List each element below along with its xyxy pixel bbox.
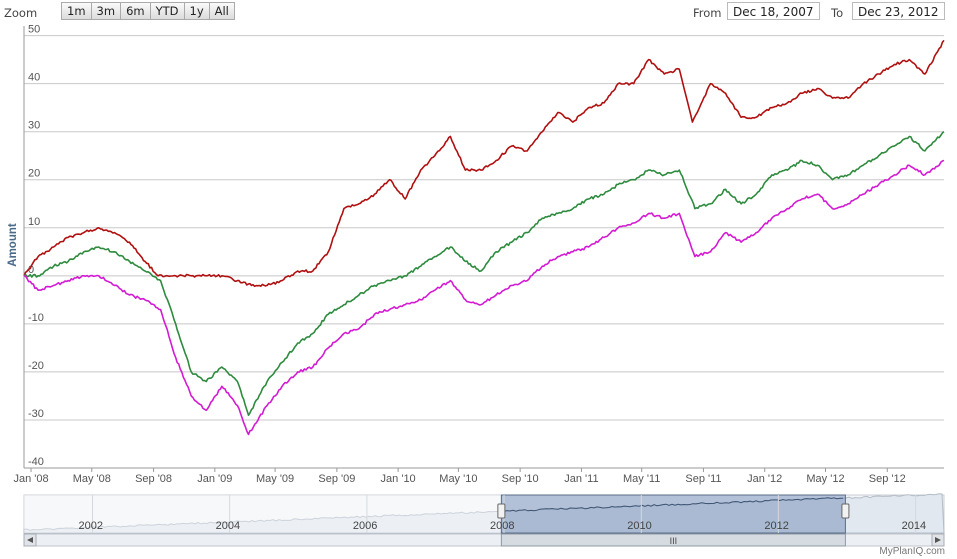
x-tick-label: Sep '12 [869, 473, 906, 485]
chevron-left-icon [27, 537, 33, 543]
series-line-0 [23, 39, 945, 288]
x-tick-label: Jan '10 [381, 473, 416, 485]
x-tick-label: May '11 [623, 473, 660, 485]
credit-link[interactable]: MyPlanIQ.com [879, 546, 945, 557]
zoom-1m-button[interactable]: 1m [61, 2, 92, 20]
zoom-button-group: 1m 3m 6m YTD 1y All [61, 2, 235, 20]
navigator-selected-series [503, 497, 843, 512]
y-tick-label: -10 [28, 312, 44, 324]
navigator-right-handle[interactable] [841, 503, 850, 519]
x-tick-label: Sep '08 [135, 473, 172, 485]
navigator-tick-label: 2012 [764, 520, 788, 532]
to-label: To [831, 6, 844, 20]
x-tick-label: May '08 [73, 473, 111, 485]
y-axis-label: Amount [7, 223, 19, 267]
x-tick-label: Sep '11 [685, 473, 721, 485]
x-tick-label: Sep '09 [318, 473, 355, 485]
navigator-ticks: 2002 2004 2006 2008 2010 2012 2014 [79, 495, 926, 533]
scrollbar-grip-icon: III [670, 536, 678, 546]
navigator-mask-left [24, 495, 502, 533]
y-axis-ticks: -40 -30 -20 -10 0 10 20 30 40 50 [28, 24, 44, 468]
y-tick-label: -40 [28, 456, 44, 468]
navigator-tick-label: 2006 [353, 520, 377, 532]
y-tick-label: 30 [28, 120, 40, 132]
from-label: From [693, 6, 722, 20]
x-tick-label: May '12 [806, 473, 844, 485]
x-tick-label: Jan '08 [13, 473, 48, 485]
y-tick-label: 10 [28, 216, 40, 228]
y-grid [24, 35, 944, 469]
zoom-label: Zoom [4, 6, 38, 20]
zoom-ytd-button[interactable]: YTD [149, 2, 185, 20]
navigator[interactable]: 2002 2004 2006 2008 2010 2012 2014 [23, 493, 945, 534]
scrollbar-thumb[interactable] [500, 533, 846, 547]
zoom-6m-button[interactable]: 6m [120, 2, 151, 20]
x-axis-ticks: Jan '08 May '08 Sep '08 Jan '09 May '09 Sep '… [13, 468, 906, 485]
to-date-input[interactable]: Dec 23, 2012 [852, 2, 945, 20]
y-tick-label: -20 [28, 360, 44, 372]
navigator-left-handle[interactable] [497, 503, 506, 519]
series-line-1 [23, 131, 945, 416]
x-tick-label: Sep '10 [502, 473, 539, 485]
y-tick-label: 50 [28, 24, 40, 36]
y-tick-label: -30 [28, 408, 44, 420]
from-date-input[interactable]: Dec 18, 2007 [727, 2, 820, 20]
series-line-2 [23, 159, 945, 436]
series-group [23, 39, 945, 436]
navigator-tick-label: 2010 [627, 520, 651, 532]
navigator-tick-label: 2014 [902, 520, 926, 532]
x-tick-label: May '09 [256, 473, 294, 485]
chevron-right-icon [935, 537, 941, 543]
y-tick-label: 40 [28, 72, 40, 84]
zoom-1y-button[interactable]: 1y [183, 2, 210, 20]
y-tick-label: 0 [28, 264, 34, 276]
navigator-tick-label: 2004 [216, 520, 240, 532]
navigator-tick-label: 2008 [490, 520, 514, 532]
navigator-selection[interactable] [500, 494, 846, 534]
x-tick-label: Jan '12 [747, 473, 782, 485]
x-tick-label: Jan '11 [564, 473, 598, 485]
navigator-tick-label: 2002 [79, 520, 103, 532]
y-tick-label: 20 [28, 168, 40, 180]
x-tick-label: May '10 [439, 473, 477, 485]
zoom-all-button[interactable]: All [208, 2, 235, 20]
scrollbar[interactable]: III [23, 533, 945, 547]
x-tick-label: Jan '09 [197, 473, 232, 485]
